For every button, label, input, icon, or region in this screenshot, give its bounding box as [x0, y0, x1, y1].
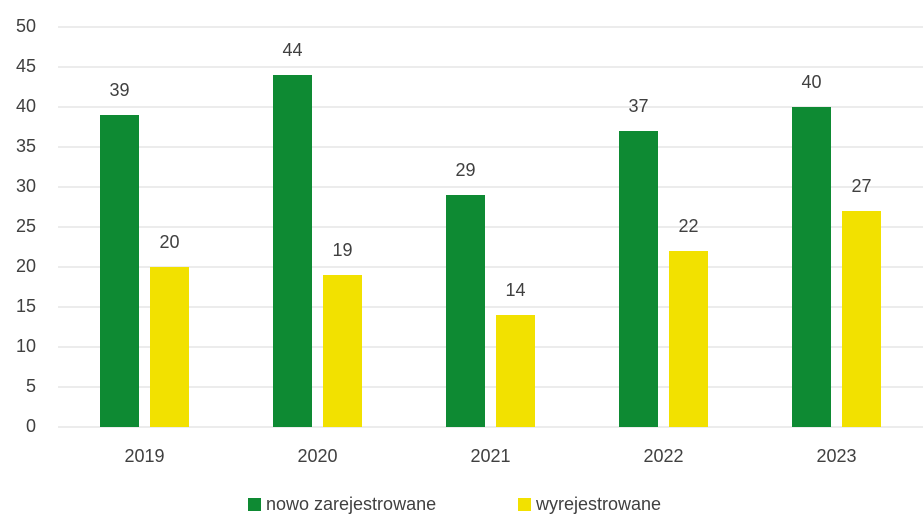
data-label: 29 — [455, 160, 475, 180]
data-label: 19 — [332, 240, 352, 260]
bar — [150, 267, 189, 427]
x-tick-label: 2020 — [297, 446, 337, 466]
data-label: 40 — [801, 72, 821, 92]
y-tick-label: 30 — [16, 176, 36, 196]
data-label: 14 — [505, 280, 525, 300]
data-label: 27 — [851, 176, 871, 196]
y-tick-label: 35 — [16, 136, 36, 156]
legend-label: wyrejestrowane — [535, 494, 661, 514]
bar — [273, 75, 312, 427]
legend-swatch — [518, 498, 531, 511]
x-tick-label: 2019 — [124, 446, 164, 466]
data-label: 44 — [282, 40, 302, 60]
y-tick-label: 5 — [26, 376, 36, 396]
x-tick-label: 2022 — [643, 446, 683, 466]
data-label: 22 — [678, 216, 698, 236]
bar — [792, 107, 831, 427]
data-label: 37 — [628, 96, 648, 116]
bar — [496, 315, 535, 427]
bar — [669, 251, 708, 427]
data-label: 20 — [159, 232, 179, 252]
bar — [100, 115, 139, 427]
y-tick-label: 10 — [16, 336, 36, 356]
y-tick-label: 50 — [16, 16, 36, 36]
bar — [619, 131, 658, 427]
data-label: 39 — [109, 80, 129, 100]
x-tick-label: 2021 — [470, 446, 510, 466]
y-tick-label: 25 — [16, 216, 36, 236]
legend-swatch — [248, 498, 261, 511]
bar — [323, 275, 362, 427]
y-tick-label: 0 — [26, 416, 36, 436]
y-tick-label: 20 — [16, 256, 36, 276]
y-tick-label: 45 — [16, 56, 36, 76]
bar — [842, 211, 881, 427]
y-tick-label: 15 — [16, 296, 36, 316]
y-tick-label: 40 — [16, 96, 36, 116]
bar — [446, 195, 485, 427]
x-tick-label: 2023 — [816, 446, 856, 466]
legend-label: nowo zarejestrowane — [266, 494, 436, 514]
